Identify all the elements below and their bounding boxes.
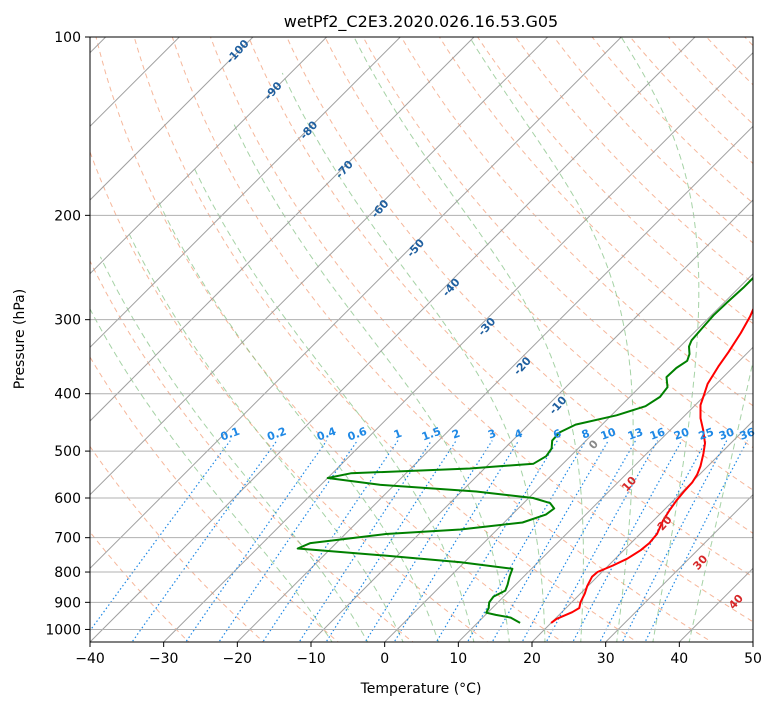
y-tick-label: 100	[54, 30, 81, 46]
mixing-ratio-line	[298, 440, 432, 642]
moist-adiabat-line	[99, 256, 369, 642]
moist-adiabat-line	[90, 308, 333, 642]
mixing-ratio-line	[435, 440, 558, 642]
x-axis: −40 −30 −20 −10 0 10 20 30 40 50	[75, 642, 762, 667]
mixing-ratio-label: 2	[450, 427, 462, 442]
y-tick-label: 600	[54, 491, 81, 507]
y-tick-label: 800	[54, 565, 81, 581]
moist-adiabat-line	[192, 165, 475, 642]
mixing-ratio-line	[572, 440, 683, 642]
dewpoint-line	[296, 276, 753, 624]
plot-background	[90, 37, 753, 642]
mixing-ratio-line	[325, 440, 457, 642]
mixing-ratio-line	[131, 440, 278, 642]
mixing-ratio-label: 0.4	[315, 425, 338, 444]
moist-adiabat-line	[128, 233, 404, 642]
mixing-ratio-label: 0.2	[265, 425, 288, 444]
isotherm-line	[457, 346, 753, 642]
plot-frame	[89, 36, 754, 643]
isotherm-line	[162, 51, 753, 642]
mixing-ratio-label: 36	[738, 425, 757, 443]
dry-adiabat-line	[90, 150, 489, 642]
mixing-ratio-label: 8	[580, 427, 592, 442]
x-tick-label: −30	[149, 651, 179, 667]
dry-adiabat-line	[209, 37, 753, 623]
isotherm-line	[90, 37, 328, 275]
mixing-ratio-line	[491, 440, 609, 642]
mixing-ratio-label: 25	[697, 425, 716, 442]
mixing-ratio-label: 3	[486, 427, 498, 442]
mixing-ratio-label: 1	[392, 427, 404, 442]
x-tick-label: −10	[296, 651, 326, 667]
mixing-ratio-label: 4	[513, 427, 525, 442]
x-tick-label: 10	[449, 651, 467, 667]
mixing-ratio-line	[599, 440, 707, 642]
dry-adiabat-line	[770, 24, 775, 645]
mixing-ratio-line	[185, 440, 328, 642]
y-tick-label: 400	[54, 387, 81, 403]
pressure-grid	[90, 37, 753, 630]
isotherm-line	[236, 125, 753, 642]
dry-adiabat-line	[171, 37, 713, 642]
mixing-ratio-label: 30	[717, 425, 736, 443]
mixing-ratio-line	[521, 440, 637, 642]
y-axis: 100 200 300 400 500 600 700 800 900 1000	[45, 30, 90, 638]
moist-adiabat-line	[281, 72, 546, 642]
y-tick-label: 1000	[45, 622, 81, 638]
isotherm-line	[90, 37, 475, 422]
x-axis-title: Temperature (°C)	[360, 681, 482, 697]
isotherm-line	[90, 37, 402, 349]
isotherm-line	[604, 493, 753, 642]
y-axis-title: Pressure (hPa)	[12, 289, 28, 389]
isotherm-line	[90, 37, 623, 570]
x-tick-label: 0	[380, 651, 389, 667]
mixing-ratio-label: 13	[626, 425, 645, 442]
isotherm-line	[90, 37, 549, 496]
mixing-ratio-label: 6	[551, 427, 563, 442]
mixing-ratio-line	[393, 440, 520, 642]
mixing-ratio-line	[364, 440, 493, 642]
y-tick-label: 700	[54, 531, 81, 547]
mixing-ratio-label: 1.5	[420, 425, 443, 444]
x-tick-label: 30	[597, 651, 615, 667]
mixing-ratio-line	[466, 440, 587, 642]
mixing-ratio-line	[262, 440, 399, 642]
chart-title: wetPf2_C2E3.2020.026.16.53.G05	[284, 12, 558, 32]
mixing-ratio-label: 0.6	[346, 425, 369, 444]
mixing-ratio-label: 0.1	[219, 425, 242, 444]
x-tick-label: 40	[670, 651, 688, 667]
background-lines	[90, 24, 775, 645]
x-tick-label: 50	[744, 651, 762, 667]
isotherm-line	[383, 272, 753, 642]
isotherm-line	[531, 420, 753, 642]
x-tick-label: −20	[223, 651, 253, 667]
y-tick-label: 200	[54, 208, 81, 224]
dry-adiabat-line	[400, 37, 753, 407]
y-tick-label: 900	[54, 595, 81, 611]
isotherm-line	[310, 199, 753, 642]
moist-adiabat-line	[158, 201, 440, 642]
dry-adiabat-line	[248, 37, 753, 578]
sounding-profiles	[296, 276, 753, 624]
mixing-ratio-line	[545, 440, 659, 642]
temperature-line	[550, 307, 753, 624]
x-tick-label: −40	[75, 651, 105, 667]
y-tick-label: 300	[54, 313, 81, 329]
x-tick-label: 20	[523, 651, 541, 667]
isotherm-line	[752, 641, 753, 642]
mixing-ratio-label: 10	[599, 425, 618, 443]
mixing-ratio-label: 20	[672, 425, 691, 443]
y-tick-label: 500	[54, 444, 81, 460]
isotherm-line	[90, 37, 696, 642]
dry-adiabat-line	[324, 37, 753, 491]
mixing-ratio-line	[621, 440, 728, 642]
isotherm-line	[90, 37, 254, 201]
mixing-ratio-label: 16	[648, 425, 667, 443]
